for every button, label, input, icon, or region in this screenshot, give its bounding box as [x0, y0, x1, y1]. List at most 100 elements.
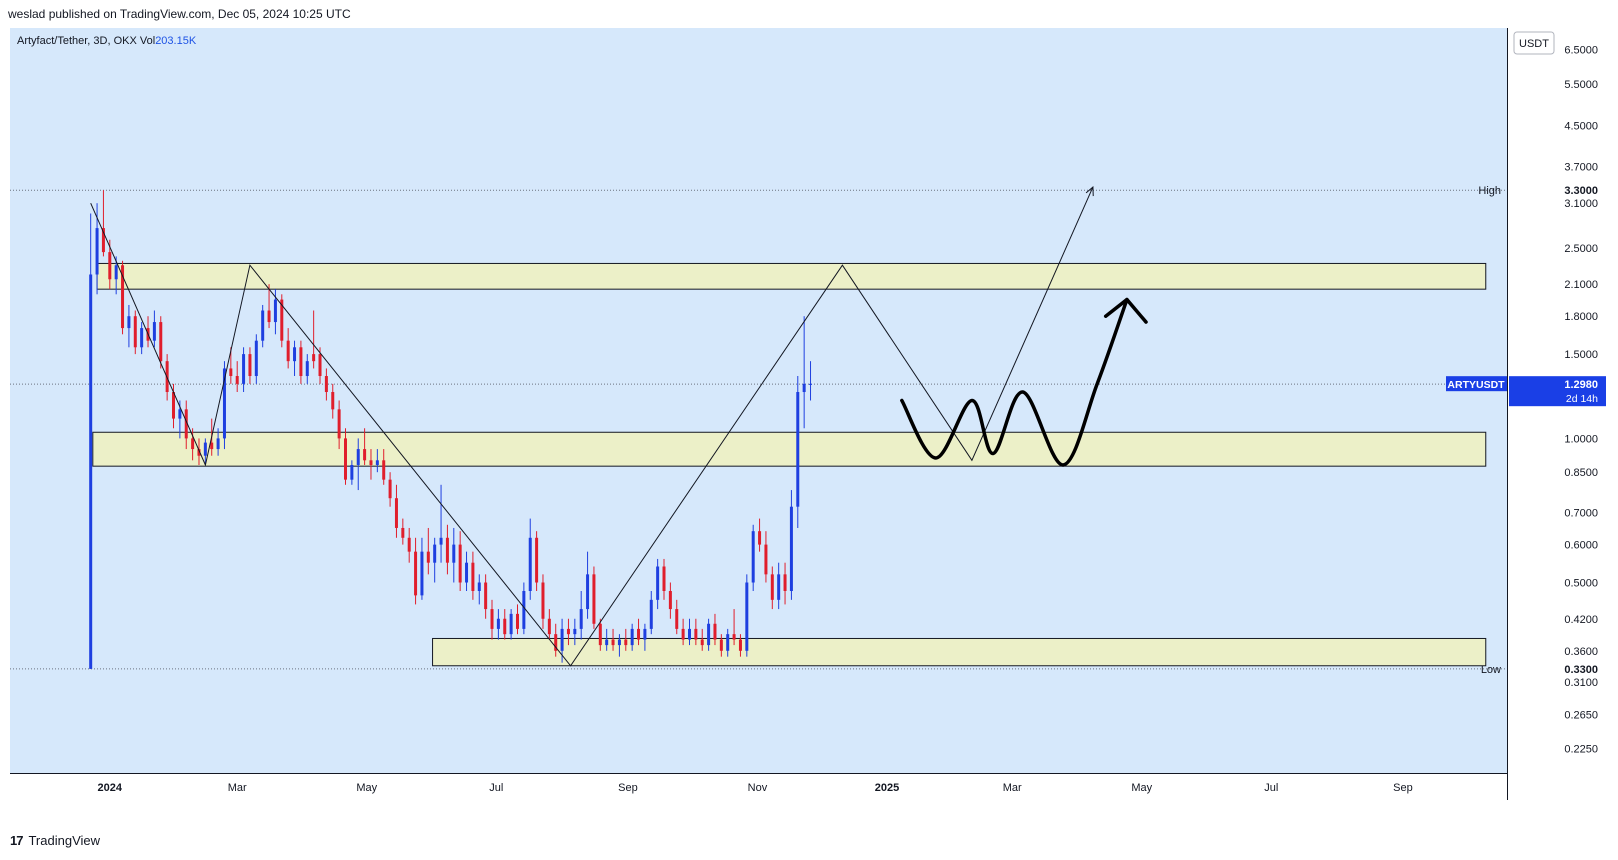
candle-body — [337, 409, 341, 439]
candle-body — [242, 354, 246, 384]
y-tick-label: 3.1000 — [1564, 198, 1598, 210]
candle-body — [356, 449, 360, 465]
candle-body — [484, 582, 488, 610]
y-tick-label: 0.3100 — [1564, 677, 1598, 689]
candle-body — [560, 628, 564, 651]
candle-body — [452, 544, 456, 563]
low-label: Low — [1481, 664, 1501, 676]
currency-label[interactable]: USDT — [1519, 38, 1549, 50]
chart-area[interactable]: High Low 6.5000 5.5000 4.5000 3.7000 3.1000 2.5… — [10, 28, 1608, 826]
high-value-label: 3.3000 — [1564, 185, 1598, 197]
symbol-info: Artyfact/Tether, 3D, OKX Vol203.15K — [17, 35, 197, 47]
candle-body — [101, 228, 105, 253]
candle-body — [331, 392, 335, 410]
y-tick-label: 0.3600 — [1564, 646, 1598, 658]
y-tick-label: 0.8500 — [1564, 467, 1598, 479]
candle-body — [95, 228, 99, 275]
candle-body — [127, 316, 131, 329]
candle-body — [394, 498, 398, 528]
candle-body — [738, 639, 742, 651]
y-tick-label: 3.7000 — [1564, 161, 1598, 173]
candle-body — [732, 634, 736, 640]
y-tick-label: 1.5000 — [1564, 349, 1598, 361]
tradingview-logo-icon[interactable]: 17 — [10, 833, 24, 848]
drawn-arrow-head — [1103, 297, 1148, 324]
candle-body — [184, 409, 188, 439]
candle-body — [770, 574, 774, 600]
candle-body — [675, 609, 679, 629]
candle-body — [809, 383, 813, 385]
candle-body — [261, 310, 265, 341]
candle-body — [687, 628, 691, 640]
price-chart[interactable]: High Low 6.5000 5.5000 4.5000 3.7000 3.1000 2.5… — [10, 28, 1608, 826]
candle-body — [382, 460, 386, 480]
candle-body — [159, 322, 163, 362]
candle-body — [414, 551, 418, 596]
candle-body — [248, 354, 252, 377]
y-tick-label: 1.0000 — [1564, 433, 1598, 445]
candle-body — [707, 623, 711, 646]
x-tick-label: Nov — [748, 782, 768, 794]
candle-body — [133, 316, 137, 348]
candle-body — [286, 340, 290, 362]
candle-body — [363, 449, 367, 461]
footer: 17 TradingView — [10, 833, 100, 848]
candle-body — [611, 639, 615, 646]
candle-body — [726, 634, 730, 651]
candle-body — [324, 376, 328, 393]
candle-body — [566, 628, 570, 635]
x-tick-label: Mar — [228, 782, 247, 794]
candle-body — [802, 383, 806, 393]
x-tick-label: Jul — [1264, 782, 1278, 794]
candle-body — [210, 442, 214, 450]
support-resistance-zone — [92, 431, 1487, 467]
candle-body — [293, 347, 297, 362]
candle-body — [579, 609, 583, 629]
x-tick-label: May — [1131, 782, 1152, 794]
candle-body — [637, 628, 641, 640]
high-label: High — [1478, 185, 1501, 197]
y-tick-label: 4.5000 — [1564, 121, 1598, 133]
candle-body — [592, 574, 596, 624]
candle-body — [573, 628, 577, 635]
candle-countdown: 2d 14h — [1566, 393, 1598, 405]
candle-body — [643, 628, 647, 640]
candle-body — [624, 639, 628, 646]
candle-body — [751, 531, 755, 583]
candle-body — [318, 354, 322, 377]
candle-body — [152, 322, 156, 341]
candle-body — [649, 599, 653, 629]
symbol-tag — [1446, 376, 1507, 392]
y-tick-label: 2.5000 — [1564, 243, 1598, 255]
footer-brand[interactable]: TradingView — [28, 833, 101, 848]
candle-body — [541, 582, 545, 619]
x-tick-label: Sep — [1393, 782, 1413, 794]
candle-body — [554, 634, 558, 651]
candle-body — [343, 438, 347, 480]
y-tick-label: 0.5000 — [1564, 578, 1598, 590]
y-tick-label: 2.1000 — [1564, 279, 1598, 291]
candle-body — [528, 537, 532, 591]
candle-body — [388, 479, 392, 499]
last-price-value: 1.2980 — [1564, 379, 1598, 391]
drawn-projection-path — [900, 297, 1129, 467]
candle-body — [312, 354, 316, 362]
candle-body — [191, 438, 195, 450]
candle-body — [745, 582, 749, 651]
x-tick-label: Mar — [1003, 782, 1022, 794]
candle-body — [426, 551, 430, 563]
candle-body — [407, 537, 411, 552]
candle-body — [197, 449, 201, 456]
currency-button — [1513, 31, 1555, 55]
x-tick-label: Jul — [489, 782, 503, 794]
candle-body — [235, 376, 239, 384]
low-value-tag — [1509, 660, 1606, 677]
support-resistance-zone — [432, 637, 1487, 667]
candle-body — [547, 618, 551, 635]
candle-body — [515, 613, 519, 629]
candle-body — [617, 639, 621, 646]
candle-body — [369, 460, 373, 465]
candle-body — [783, 574, 787, 591]
y-tick-label: 5.5000 — [1564, 79, 1598, 91]
candle-body — [458, 544, 462, 583]
